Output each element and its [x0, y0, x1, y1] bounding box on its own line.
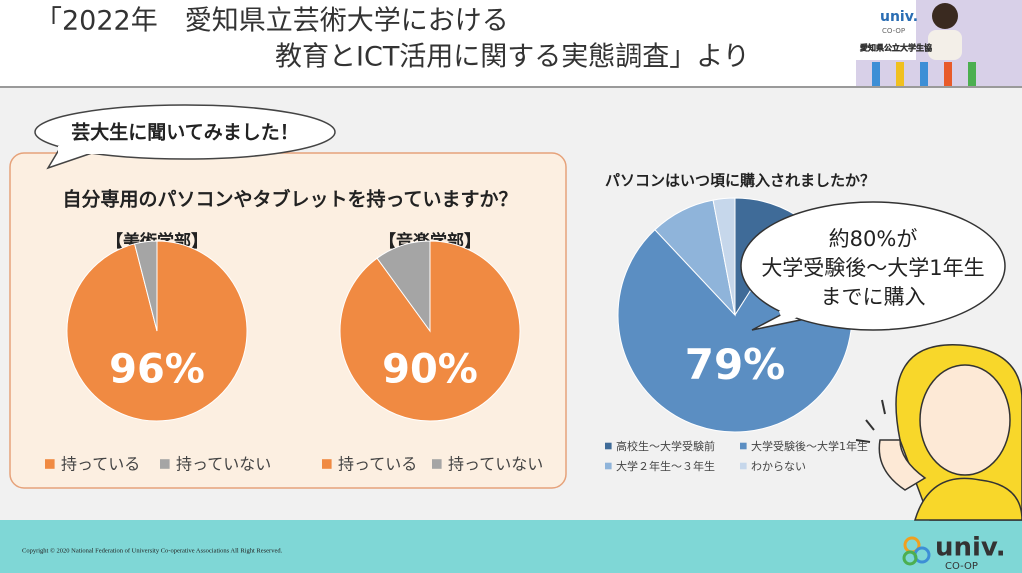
legend-swatch: [160, 459, 170, 469]
person-body: [928, 30, 962, 60]
bubble-joint: [778, 299, 816, 323]
logo-ring: [902, 550, 918, 566]
header-bg: [0, 0, 1022, 86]
legend-label: 持っていない: [448, 455, 543, 474]
legend-swatch: [322, 459, 332, 469]
color-bars: [872, 62, 976, 86]
pie-slice: [712, 197, 736, 316]
value-label: 79%: [685, 340, 786, 389]
footer-logo: [902, 536, 931, 566]
legend-swatch: [740, 462, 747, 470]
panel-title: 自分専用のパソコンやタブレットを持っていますか？: [62, 188, 517, 211]
value-label: 96%: [109, 347, 205, 393]
sparkle: [855, 439, 871, 443]
video-logo-sub: CO-OP: [882, 27, 905, 35]
legend-swatch: [45, 459, 55, 469]
illustration: [855, 344, 1022, 521]
footer-logo-sub: CO-OP: [945, 561, 978, 572]
video-logo: univ.: [880, 9, 918, 25]
title-line: 教育とICT活用に関する実態調査」より: [275, 42, 750, 73]
sparkle: [865, 419, 875, 431]
face: [919, 364, 1011, 476]
legend-label: 持っている: [61, 455, 140, 474]
pie-slice: [376, 240, 431, 333]
pie-slice: [134, 240, 158, 332]
sparkle: [881, 399, 886, 415]
color-bar: [944, 62, 952, 86]
color-bar: [872, 62, 880, 86]
shirt: [913, 477, 1022, 521]
legend-label: 大学受験後～大学1年生: [751, 439, 868, 453]
title-line: 「2022年 愛知県立芸術大学における: [35, 6, 509, 37]
legend-label: 高校生～大学受験前: [616, 439, 715, 453]
hand: [878, 439, 927, 491]
color-bar: [968, 62, 976, 86]
bubble: [740, 201, 1006, 331]
legend-label: 大学２年生～３年生: [616, 459, 715, 473]
legend-label: わからない: [751, 460, 806, 473]
legend-swatch: [605, 462, 612, 470]
bubble: [34, 104, 336, 160]
video-logo-bg: [856, 0, 916, 60]
color-bar: [896, 62, 904, 86]
bubble-right: 約80%が 大学受験後～大学1年生 までに購入: [740, 201, 1006, 331]
footer: [0, 520, 1022, 573]
bubble-text: までに購入: [821, 285, 926, 309]
copyright: Copyright © 2020 National Federation of …: [22, 547, 283, 554]
legend-label: 持っている: [338, 455, 417, 474]
color-bar: [920, 62, 928, 86]
legend-swatch: [740, 442, 747, 450]
legend-swatch: [605, 442, 612, 450]
bubble-text: 芸大生に聞いてみました！: [71, 121, 298, 144]
bubble-text: 大学受験後～大学1年生: [761, 256, 984, 280]
video-caption: 愛知県公立大学生協: [860, 43, 932, 53]
chart-title: パソコンはいつ頃に購入されましたか？: [605, 172, 875, 190]
bubble-joint: [58, 146, 118, 154]
legend-label: 持っていない: [176, 455, 271, 474]
footer-logo-text: univ.: [935, 533, 1006, 563]
person-head: [932, 3, 958, 29]
value-label: 90%: [382, 347, 478, 393]
bubble-text: 約80%が: [829, 227, 918, 251]
legend-swatch: [432, 459, 442, 469]
